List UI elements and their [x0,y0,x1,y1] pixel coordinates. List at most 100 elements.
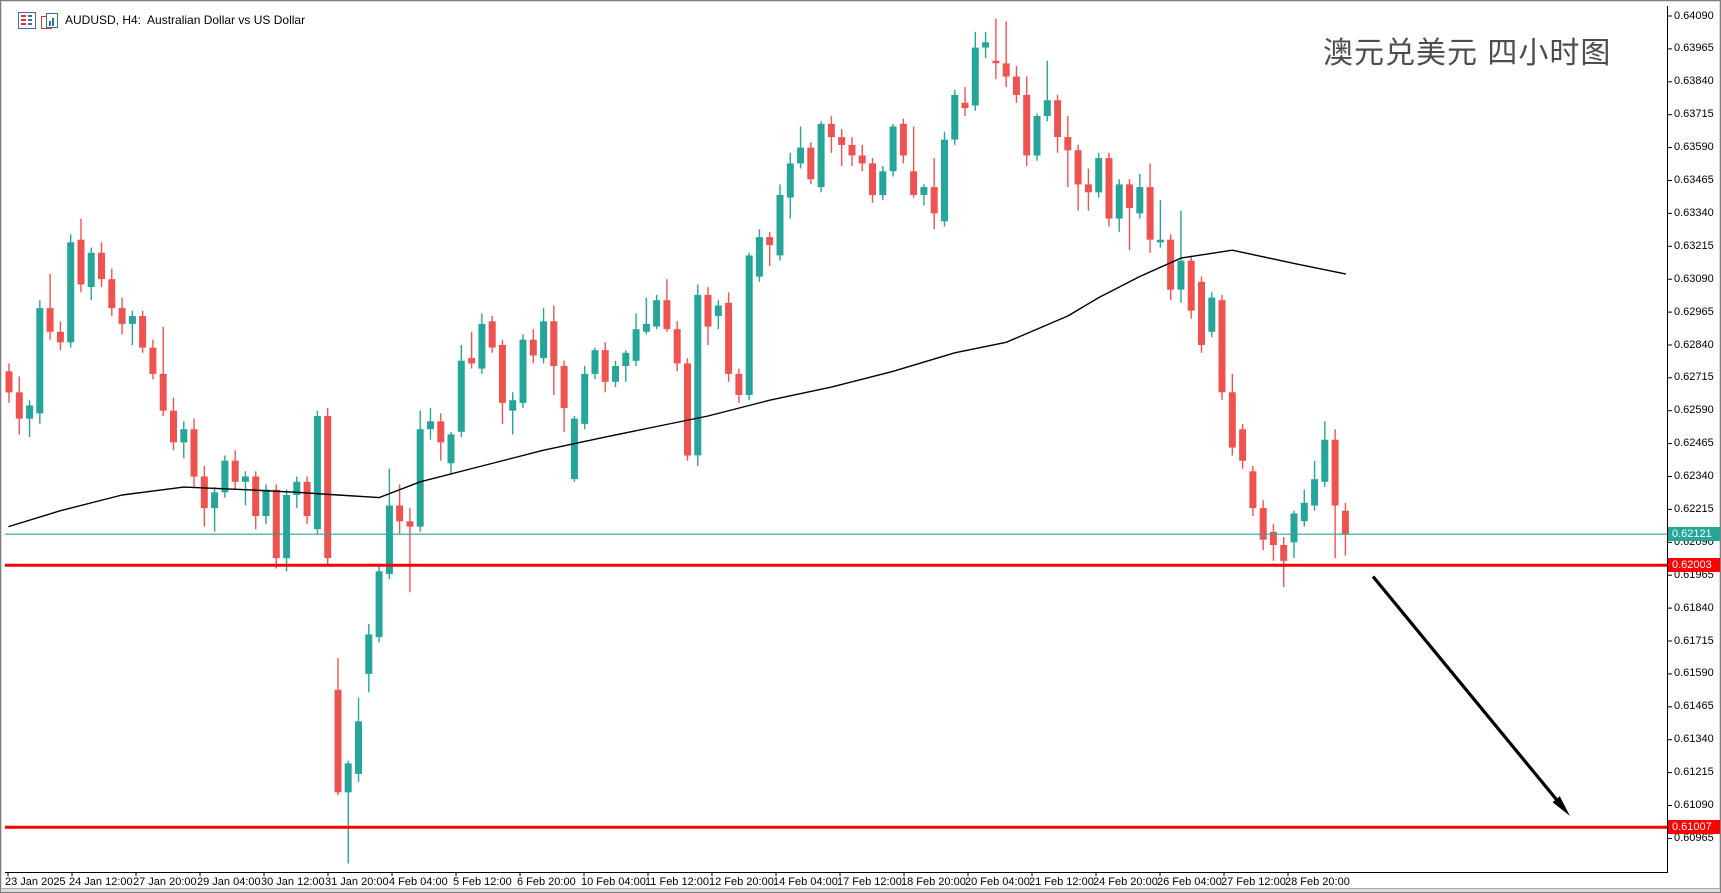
candle-body [498,345,506,403]
candle-body [324,416,332,559]
y-axis-label: 0.62840 [1674,338,1714,351]
candle-body [930,187,938,214]
candle-body [642,323,650,332]
candle-body [1136,187,1144,214]
candle-body [745,255,753,395]
candle-body [1095,158,1103,193]
current-bid-badge: 0.62121 [1668,527,1720,542]
x-axis-label: 17 Feb 12:00 [837,876,902,888]
candle-body [797,147,805,164]
candle-body [735,373,743,395]
candle-body [632,329,640,361]
candle-body [673,329,681,364]
x-axis-label: 27 Jan 20:00 [133,876,197,888]
candle-body [1228,392,1236,448]
axes [5,6,1672,876]
quotes-list-icon [18,11,36,29]
y-axis-label: 0.61215 [1674,766,1714,779]
candle-body [231,460,239,482]
watermark-title: 澳元兑美元 四小时图 [1323,37,1612,70]
x-axis-label: 29 Jan 04:00 [197,876,261,888]
candle-body [992,60,1000,64]
candle-body [1269,531,1277,545]
candle-body [5,371,13,393]
y-axis-label: 0.61715 [1674,634,1714,647]
candle-body [437,421,445,443]
candle-body [211,492,219,509]
candle-body [827,123,835,138]
candle-body [416,429,424,527]
candle-body [848,144,856,156]
down-arrow-annotation[interactable] [1371,575,1570,817]
candle-body [601,350,609,382]
y-axis-label: 0.61465 [1674,700,1714,713]
y-axis-label: 0.61340 [1674,733,1714,746]
candle-body [262,489,270,516]
candle-body [149,347,157,374]
candle-body [365,634,373,674]
candle-body [159,373,167,411]
y-axis-label: 0.62340 [1674,470,1714,482]
candle-body [704,294,712,327]
y-axis-label: 0.63965 [1674,42,1714,55]
candle-body [766,237,774,245]
candle-body [375,571,383,638]
candle-body [653,300,661,327]
window-bottom-edge [1,888,1720,892]
candle-body [591,350,599,374]
y-axis-label: 0.62965 [1674,305,1714,318]
candle-body [1074,150,1082,185]
candle-body [581,373,589,424]
candle-body [180,429,188,443]
candle-body [807,147,815,180]
candle-body [529,339,537,356]
candle-body [694,294,702,456]
x-axis-label: 26 Feb 04:00 [1157,876,1222,888]
candle-body [622,352,630,366]
candle-body [1300,502,1308,522]
x-axis-label: 23 Jan 2025 [5,876,66,888]
candlesticks [5,18,1349,864]
candle-body [252,476,260,516]
candle-body [344,763,352,793]
candle-body [1167,239,1175,290]
candle-body [951,94,959,140]
candle-body [241,476,249,482]
candle-body [396,505,404,522]
candle-body [941,139,948,222]
x-axis-label: 20 Feb 04:00 [965,876,1030,888]
y-axis-label: 0.63715 [1674,108,1714,121]
candle-body [128,316,136,324]
candle-body [468,358,476,364]
candle-body [817,123,825,188]
candle-body [1054,100,1062,137]
candle-body [550,321,558,366]
x-axis-label: 27 Feb 12:00 [1221,876,1286,888]
x-axis-label: 24 Jan 12:00 [69,876,133,888]
candle-body [385,505,393,574]
y-axis-label: 0.62465 [1674,437,1714,450]
candle-body [447,434,455,464]
candle-body [755,237,763,277]
y-axis-label: 0.61590 [1674,667,1714,680]
candle-body [879,171,887,195]
candle-body [1290,513,1298,543]
candle-body [303,481,311,516]
candle-body [293,481,301,495]
candle-body [889,126,897,172]
candle-body [221,460,229,493]
candle-body [786,163,794,198]
candle-body [1146,187,1154,240]
candle-body [714,305,722,316]
candle-body [1208,297,1216,332]
target-level-badge: 0.61007 [1668,820,1720,835]
candle-body [519,339,527,403]
candle-body [118,308,126,324]
x-axis-label: 30 Jan 12:00 [261,876,325,888]
candle-body [663,300,671,330]
candle-body [406,521,414,527]
candle-body [971,47,979,106]
candle-body [684,363,691,456]
candle-body [283,495,291,559]
candle-body [1156,239,1164,243]
